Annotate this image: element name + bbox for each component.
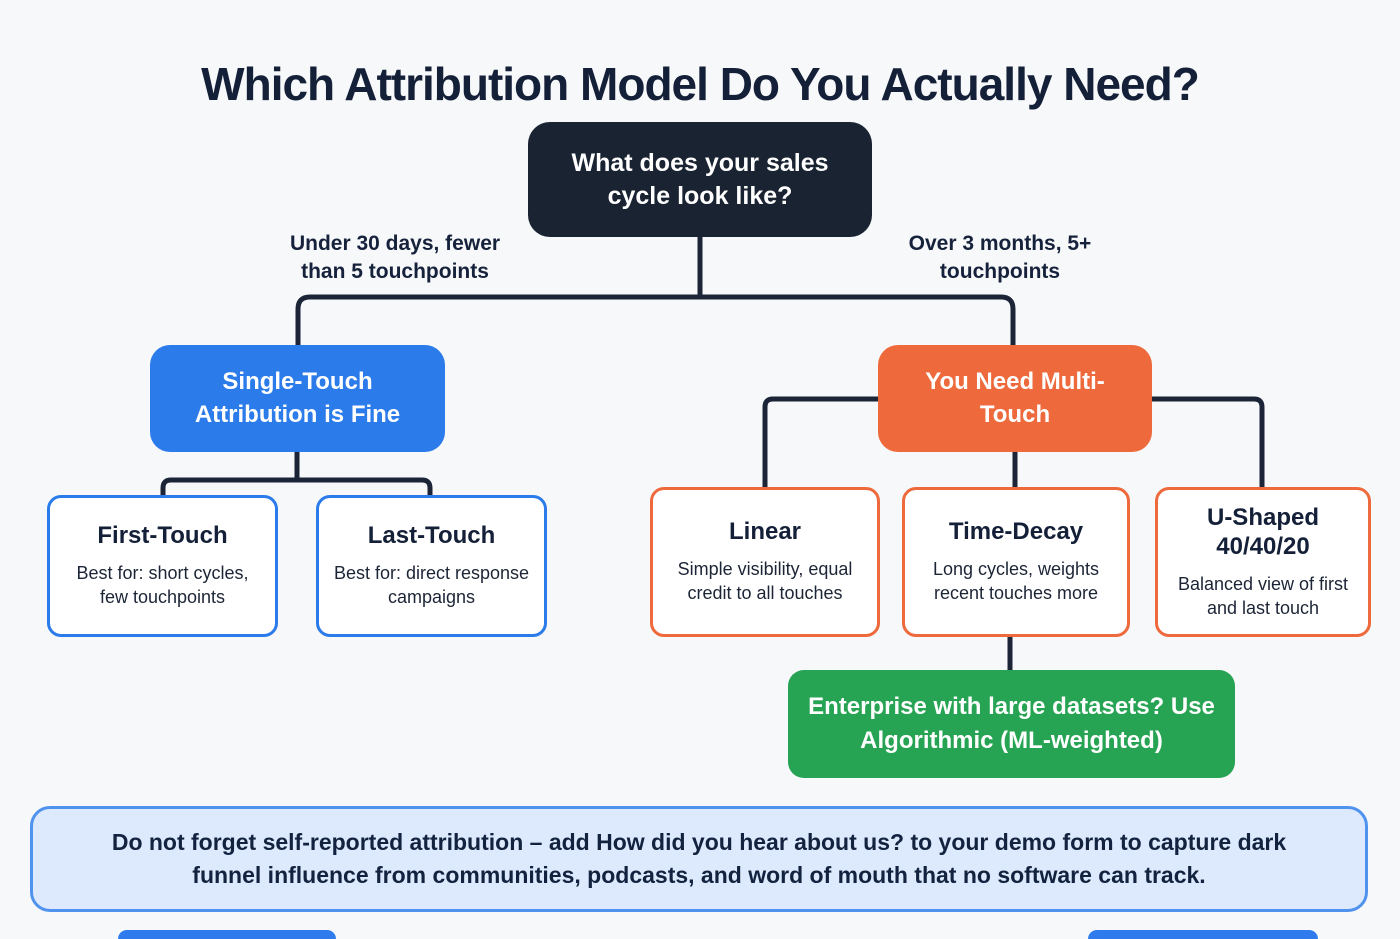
card-title: Last-Touch	[367, 522, 496, 550]
cutoff-box-right	[1088, 930, 1318, 939]
card-desc: Balanced view of first and last touch	[1177, 573, 1349, 618]
algorithmic-note-node: Enterprise with large datasets? Use Algo…	[788, 670, 1235, 778]
card-time-decay: Time-Decay Long cycles, weights recent t…	[902, 487, 1130, 637]
card-desc: Best for: direct response campaigns	[333, 563, 530, 608]
card-desc: Simple visibility, equal credit to all t…	[677, 559, 853, 604]
multi-touch-left-line	[762, 396, 878, 487]
card-desc: Long cycles, weights recent touches more	[932, 559, 1100, 604]
algorithmic-note-text: Enterprise with large datasets? Use Algo…	[808, 693, 1215, 754]
branch-label-short-cycle: Under 30 days, fewer than 5 touchpoints	[289, 232, 501, 284]
card-title: Time-Decay	[948, 518, 1084, 546]
card-desc: Best for: short cycles, few touchpoints	[76, 563, 249, 608]
multi-touch-right-line	[1152, 396, 1265, 487]
single-touch-split-line	[160, 477, 433, 495]
root-split-line	[295, 294, 1016, 345]
cutoff-box-left	[118, 930, 336, 939]
card-linear: Linear Simple visibility, equal credit t…	[650, 487, 880, 637]
branch-label-long-cycle: Over 3 months, 5+ touchpoints	[908, 232, 1092, 284]
single-touch-label: Single-Touch Attribution is Fine	[194, 368, 401, 428]
root-question-text: What does your sales cycle look like?	[571, 149, 829, 210]
multi-touch-node: You Need Multi-Touch	[878, 345, 1152, 452]
card-u-shaped: U-Shaped 40/40/20 Balanced view of first…	[1155, 487, 1371, 637]
single-touch-node: Single-Touch Attribution is Fine	[150, 345, 445, 452]
card-title: U-Shaped 40/40/20	[1206, 503, 1319, 560]
footer-note-text: Do not forget self-reported attribution …	[111, 828, 1287, 888]
card-title: Linear	[728, 518, 802, 546]
root-question-node: What does your sales cycle look like?	[528, 122, 872, 237]
page-title: Which Attribution Model Do You Actually …	[201, 57, 1200, 110]
multi-touch-label: You Need Multi-Touch	[925, 368, 1105, 428]
card-first-touch: First-Touch Best for: short cycles, few …	[47, 495, 278, 637]
self-reported-attribution-banner: Do not forget self-reported attribution …	[30, 806, 1368, 912]
card-title: First-Touch	[97, 522, 228, 550]
card-last-touch: Last-Touch Best for: direct response cam…	[316, 495, 547, 637]
